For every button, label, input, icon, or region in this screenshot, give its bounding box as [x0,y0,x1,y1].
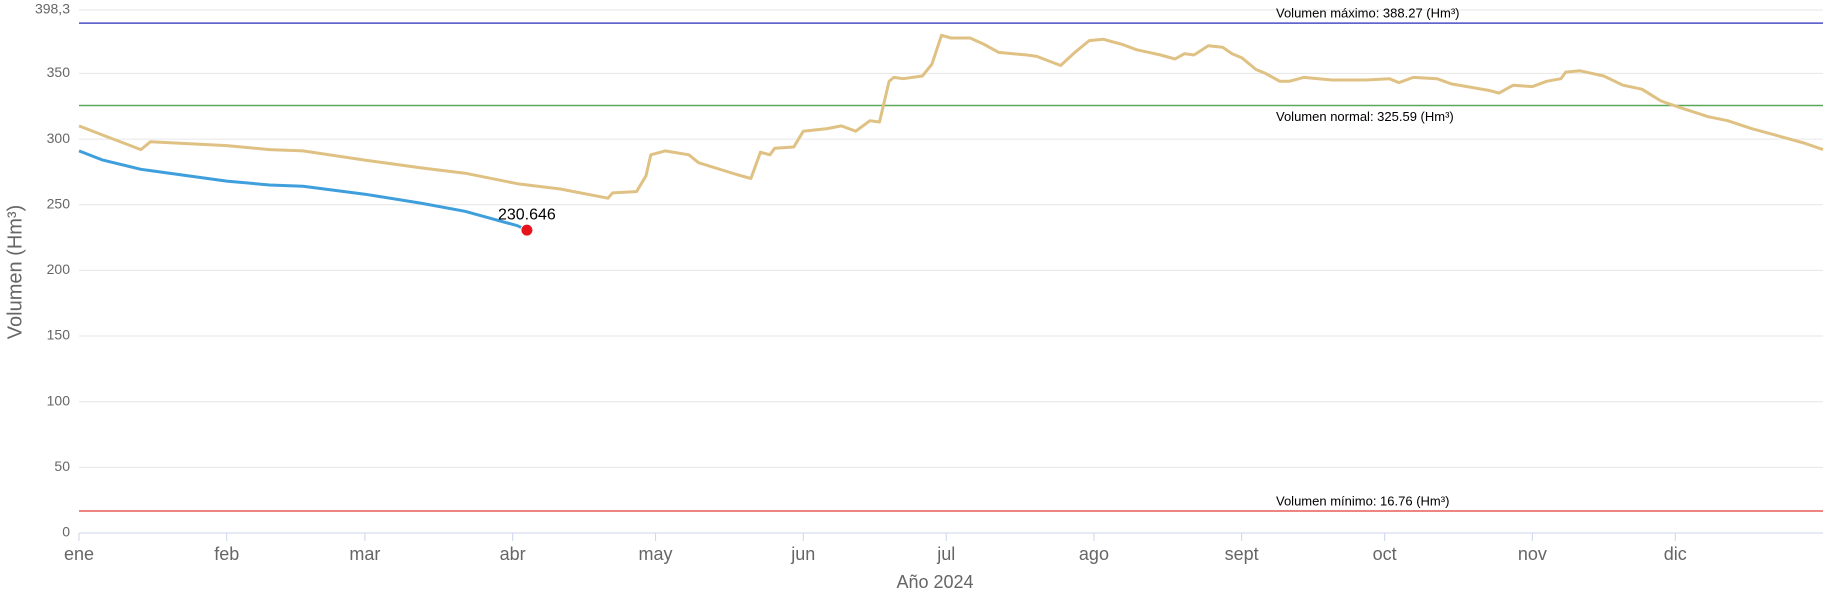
y-tick-label: 100 [47,392,71,408]
x-tick-label: may [639,544,673,564]
y-tick-label: 0 [62,524,70,540]
y-tick-label: 250 [47,195,71,211]
series-line [78,33,1824,200]
x-tick-label: ago [1079,544,1109,564]
x-tick-label: sept [1225,544,1259,564]
reference-label: Volumen máximo: 388.27 (Hm³) [1276,6,1460,21]
x-tick-label: nov [1518,544,1547,564]
x-axis-label: Año 2024 [896,572,973,592]
reference-label: Volumen mínimo: 16.76 (Hm³) [1276,493,1449,508]
y-tick-label: 300 [47,130,71,146]
y-tick-label: 50 [54,458,70,474]
x-tick-label: oct [1373,544,1397,564]
x-tick-label: feb [214,544,239,564]
x-tick-label: abr [500,544,526,564]
y-tick-label: 150 [47,327,71,343]
reference-label: Volumen normal: 325.59 (Hm³) [1276,109,1454,124]
x-tick-label: jul [936,544,955,564]
y-tick-label: 398,3 [35,1,70,17]
y-tick-label: 350 [47,64,71,80]
x-tick-label: ene [64,544,94,564]
x-tick-label: mar [349,544,380,564]
data-label: 230.646 [498,206,556,223]
x-tick-label: jun [790,544,815,564]
y-axis-label: Volumen (Hm³) [4,205,26,339]
series-line [78,149,528,232]
x-tick-label: dic [1664,544,1687,564]
point-marker [520,223,534,237]
y-tick-label: 200 [47,261,71,277]
